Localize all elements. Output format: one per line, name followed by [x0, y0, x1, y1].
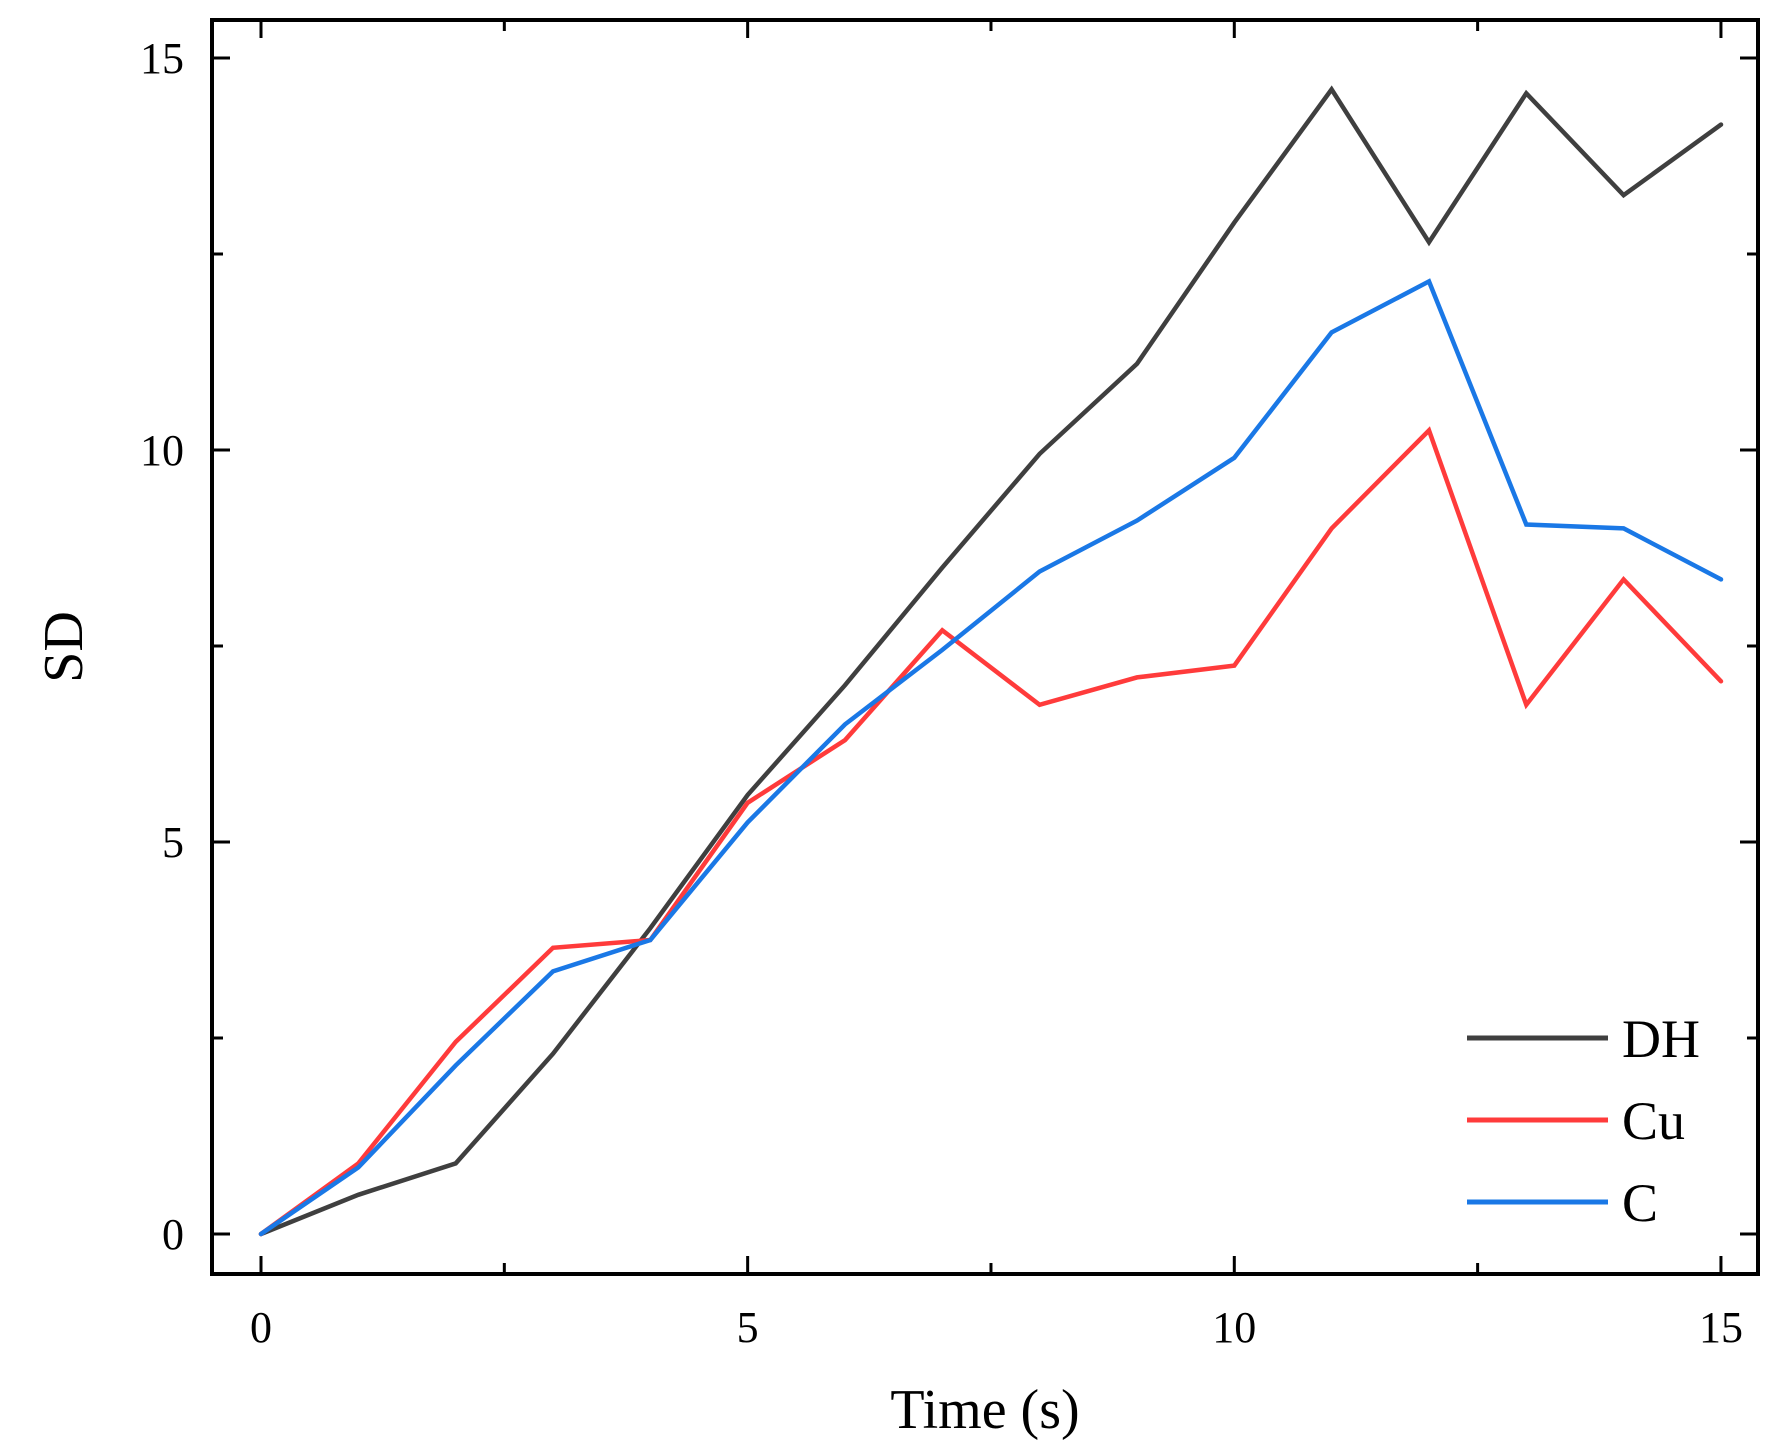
y-tick-label: 5: [162, 818, 184, 867]
x-axis-title: Time (s): [890, 1379, 1079, 1441]
x-tick-label: 15: [1699, 1303, 1743, 1352]
series-line-dh: [258, 85, 1724, 1237]
y-tick-label: 10: [140, 426, 184, 475]
x-tick-label: 5: [737, 1303, 759, 1352]
axis-ticks: [212, 20, 1758, 1274]
y-axis-title: SD: [33, 611, 95, 683]
legend-label-c: C: [1622, 1173, 1658, 1233]
legend-label-dh: DH: [1622, 1009, 1700, 1069]
x-tick-label: 0: [250, 1303, 272, 1352]
series-line-c: [258, 278, 1724, 1237]
axis-tick-labels: 0 5 10 15 0 5 10 15: [140, 34, 1743, 1352]
y-tick-label: 15: [140, 34, 184, 83]
series-lines: [258, 85, 1724, 1237]
legend-label-cu: Cu: [1622, 1091, 1685, 1151]
plot-frame: [210, 18, 1760, 1276]
x-tick-label: 10: [1212, 1303, 1256, 1352]
legend: DH Cu C: [1467, 1009, 1700, 1233]
y-tick-label: 0: [162, 1210, 184, 1259]
series-line-cu: [258, 426, 1724, 1237]
